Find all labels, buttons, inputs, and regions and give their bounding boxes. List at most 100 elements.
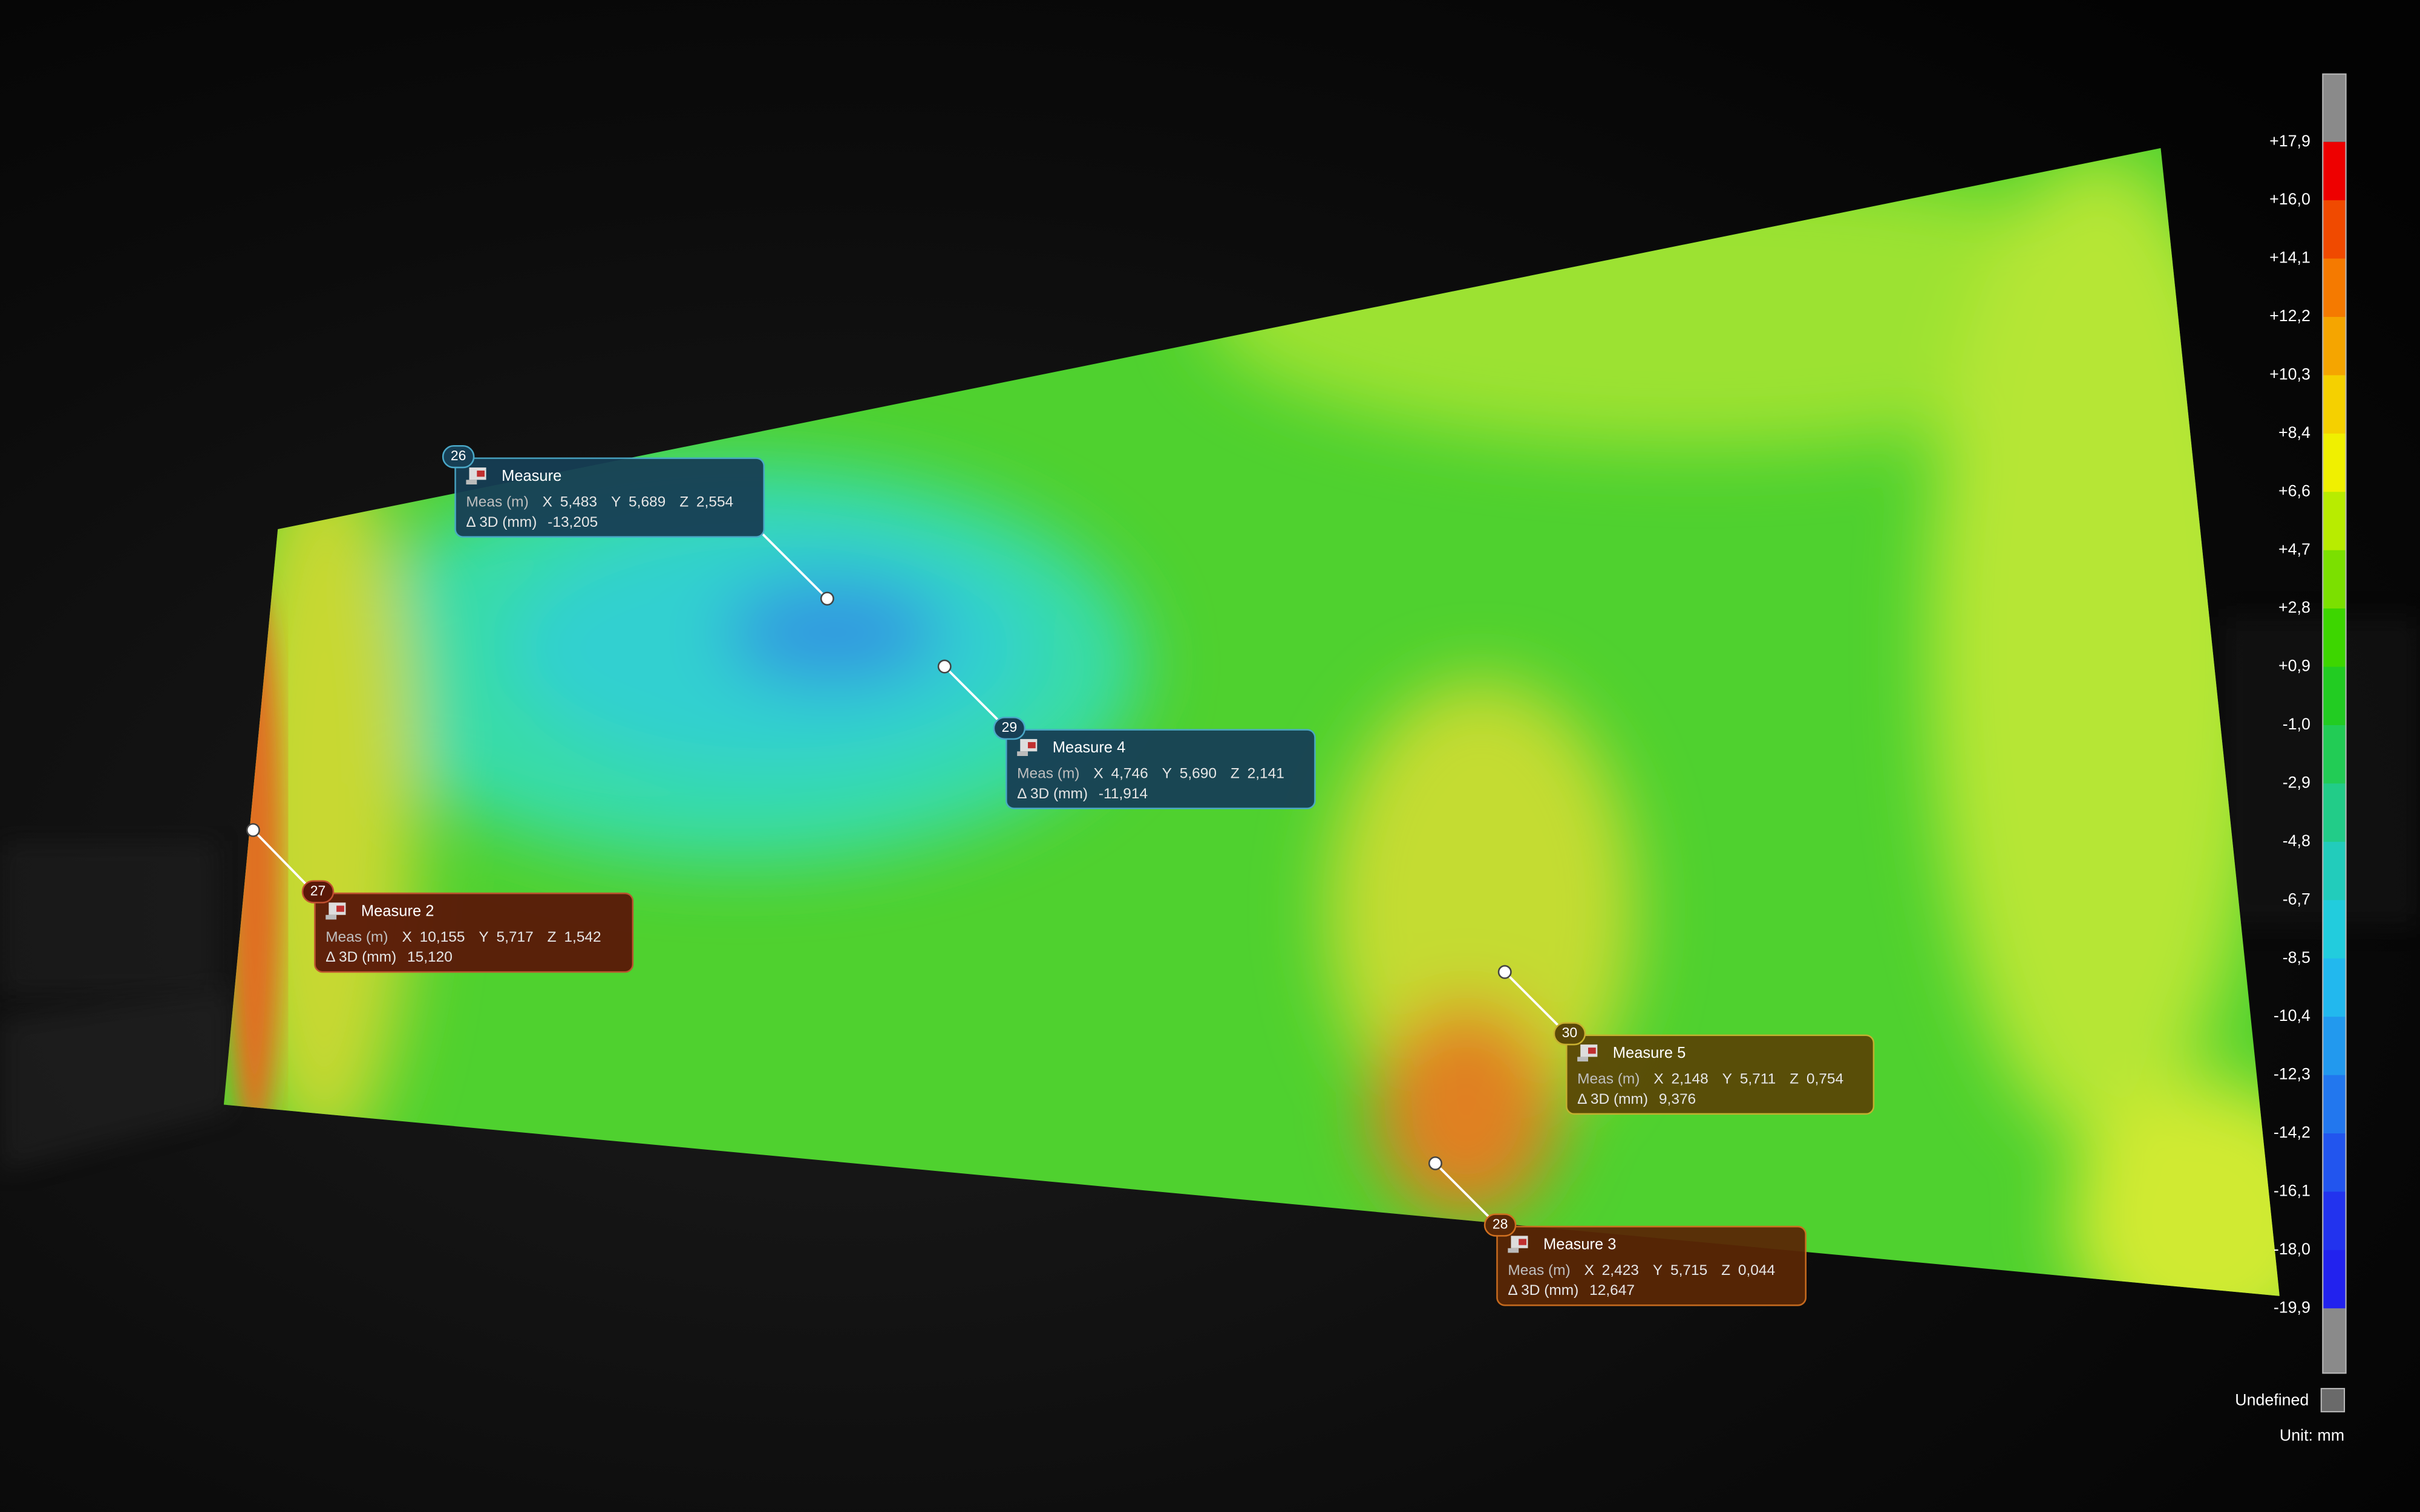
callout[interactable]: 27 Measure 2 Meas (m) X 10,155 Y 5,717 Z 1,542 Δ …	[246, 823, 634, 973]
y-label: Y	[1653, 1263, 1663, 1279]
badge-number: 30	[1562, 1025, 1578, 1040]
delta-row: Δ 3D (mm) 9,376	[1577, 1091, 1696, 1107]
coordinates-row: Meas (m) X 2,148 Y 5,711 Z 0,754	[1577, 1071, 1843, 1087]
unit-label: Unit: mm	[2280, 1426, 2344, 1444]
scale-segment	[2323, 958, 2346, 1017]
scale-segment	[2323, 900, 2346, 959]
delta-value: 9,376	[1659, 1091, 1696, 1107]
z: 2,554	[696, 494, 733, 510]
color-scale: +17,9 +16,0 +14,1 +12,2 +10,3 +8,4 +6,6 +4,7 +2,…	[2235, 73, 2347, 1444]
delta-row: Δ 3D (mm) 15,120	[325, 950, 453, 966]
scale-segment	[2323, 375, 2346, 434]
badge-number: 29	[1002, 719, 1018, 735]
delta-value: 12,647	[1589, 1283, 1635, 1299]
scale-segment	[2323, 1017, 2346, 1076]
scale-label: -6,7	[2283, 890, 2310, 908]
callout-box	[1005, 729, 1316, 810]
z-label: Z	[1790, 1071, 1799, 1087]
badge	[442, 445, 475, 469]
z-label: Z	[1721, 1263, 1730, 1279]
scale-label: -16,1	[2274, 1181, 2310, 1199]
measurement-callouts: 26 Measure Meas (m) X 5,483 Y 5,689 Z 2,554 Δ 3D …	[246, 445, 1875, 1306]
delta-value: 15,120	[407, 950, 453, 966]
callout[interactable]: 30 Measure 5 Meas (m) X 2,148 Y 5,711 Z 0,754 Δ 3…	[1497, 965, 1875, 1115]
scale-label: -12,3	[2274, 1065, 2310, 1083]
scale-above	[2323, 74, 2346, 142]
badge-number: 28	[1493, 1216, 1508, 1232]
scale-label: -10,4	[2274, 1006, 2310, 1025]
anchor-point	[1428, 1156, 1442, 1170]
scale-segment	[2323, 316, 2346, 376]
icon-mark	[477, 471, 485, 477]
z: 2,141	[1248, 766, 1284, 782]
y: 5,711	[1740, 1071, 1776, 1087]
scale-segment	[2323, 1191, 2346, 1251]
scale-segment	[2323, 492, 2346, 551]
delta-value: -13,205	[548, 514, 598, 530]
icon-base	[1577, 1057, 1588, 1062]
badge-number: 26	[451, 448, 466, 463]
icon-mark	[1588, 1048, 1596, 1054]
icon-base	[325, 914, 337, 920]
scale-segment	[2323, 725, 2346, 784]
z-label: Z	[1231, 766, 1240, 782]
icon-mark	[336, 905, 344, 912]
callout-box	[454, 457, 765, 538]
scale-label: +2,8	[2278, 598, 2310, 616]
x-label: X	[1584, 1263, 1594, 1279]
badge	[1553, 1022, 1586, 1046]
scale-label: +16,0	[2269, 190, 2310, 208]
x-label: X	[1093, 766, 1103, 782]
y-label: Y	[1162, 766, 1172, 782]
icon-base	[1508, 1248, 1519, 1253]
x-label: X	[543, 494, 552, 510]
scale-label: -8,5	[2283, 948, 2310, 966]
leader-line	[760, 531, 828, 600]
callout[interactable]: 28 Measure 3 Meas (m) X 2,423 Y 5,715 Z 0,044 Δ 3…	[1428, 1156, 1807, 1306]
measure-icon	[1508, 1236, 1528, 1253]
delta-label: Δ 3D (mm)	[466, 514, 537, 530]
scale-segment	[2323, 1133, 2346, 1193]
delta-label: Δ 3D (mm)	[1017, 786, 1088, 802]
scale-segment	[2323, 550, 2346, 609]
y: 5,690	[1180, 766, 1217, 782]
anchor-point	[246, 823, 260, 837]
scale-label: +0,9	[2278, 657, 2310, 675]
scale-label: +4,7	[2278, 540, 2310, 558]
scale-label: +17,9	[2269, 132, 2310, 150]
anchor-point	[1497, 965, 1512, 979]
callout[interactable]: 26 Measure Meas (m) X 5,483 Y 5,689 Z 2,554 Δ 3D …	[442, 445, 834, 606]
meas-label: Meas (m)	[1017, 766, 1079, 782]
callout[interactable]: 29 Measure 4 Meas (m) X 4,746 Y 5,690 Z 2,141 Δ 3…	[937, 659, 1316, 810]
scale-label: +12,2	[2269, 307, 2310, 325]
measure-icon	[466, 467, 486, 485]
icon-base	[1017, 751, 1028, 756]
anchor-point	[820, 591, 834, 606]
callout-box	[314, 892, 634, 973]
scale-label: -1,0	[2283, 715, 2310, 733]
delta-row: Δ 3D (mm) -13,205	[466, 514, 598, 530]
scale-label: +10,3	[2269, 365, 2310, 383]
scale-label: +8,4	[2278, 423, 2310, 442]
measure-icon	[1577, 1044, 1598, 1062]
callout-title: Measure 5	[1613, 1044, 1686, 1061]
coordinates-row: Meas (m) X 5,483 Y 5,689 Z 2,554	[466, 494, 733, 510]
icon-base	[466, 480, 477, 485]
z-label: Z	[679, 494, 688, 510]
y-label: Y	[479, 929, 488, 945]
coordinates-row: Meas (m) X 10,155 Y 5,717 Z 1,542	[325, 929, 601, 945]
scale-segment	[2323, 200, 2346, 259]
undefined-label: Undefined	[2235, 1390, 2309, 1409]
badge	[993, 716, 1026, 740]
badge	[301, 880, 335, 904]
x: 10,155	[420, 929, 465, 945]
scale-label: -19,9	[2274, 1298, 2310, 1316]
scale-label: +6,6	[2278, 481, 2310, 500]
scale-segment	[2323, 608, 2346, 668]
delta-row: Δ 3D (mm) -11,914	[1017, 786, 1148, 802]
y: 5,715	[1670, 1263, 1707, 1279]
scale-segment	[2323, 433, 2346, 493]
scale-segment	[2323, 258, 2346, 318]
